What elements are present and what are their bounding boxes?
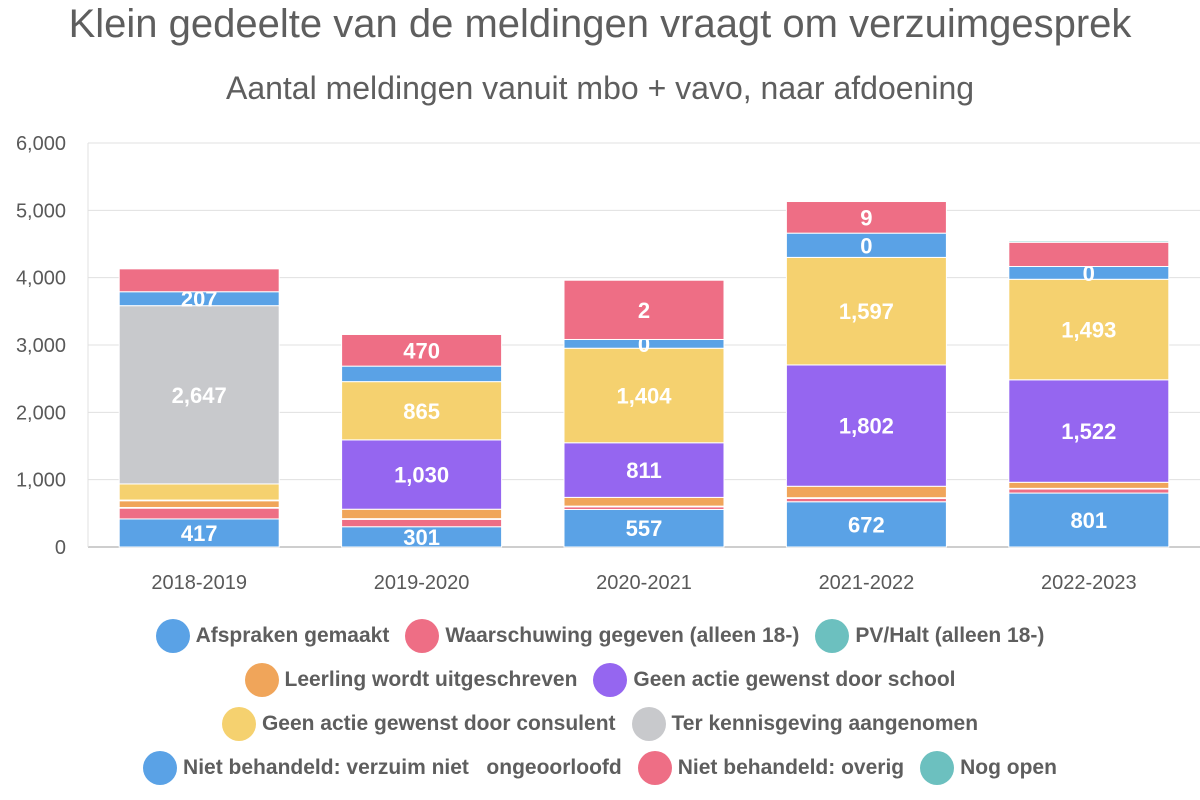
legend-label: Ter kennisgeving aangenomen (671, 712, 979, 735)
data-label: 1,404 (616, 384, 672, 409)
data-label: 2,647 (172, 383, 227, 408)
x-tick-label: 2021-2022 (819, 572, 915, 594)
y-tick-label: 0 (55, 537, 66, 559)
data-label: 1,802 (839, 414, 894, 439)
data-label: 1,493 (1061, 318, 1116, 343)
data-label: 865 (403, 399, 440, 424)
legend-item[interactable]: Waarschuwing gegeven (alleen 18-) (405, 619, 799, 653)
legend-swatch-icon (221, 707, 256, 741)
legend-item[interactable]: Leerling wordt uitgeschreven (244, 663, 578, 697)
data-label: 2 (638, 298, 650, 323)
data-label: 672 (848, 512, 885, 537)
legend-swatch-icon (637, 751, 672, 785)
legend-swatch-icon (631, 707, 666, 741)
legend-row: Geen actie gewenst door consulent Ter ke… (0, 702, 1200, 746)
bar-segment (1008, 492, 1170, 548)
y-tick-label: 3,000 (16, 335, 66, 357)
y-tick-label: 5,000 (16, 200, 66, 222)
legend-label: Niet behandeld: verzuim niet ongeoorloof… (183, 756, 622, 779)
bar-segment (563, 279, 725, 340)
x-tick-label: 2020-2021 (596, 572, 692, 594)
legend-item[interactable]: PV/Halt (alleen 18-) (815, 619, 1044, 653)
bar-segment (118, 305, 280, 485)
data-label: 0 (1083, 261, 1095, 286)
bar-segment (1008, 241, 1170, 267)
legend-label: Nog open (960, 756, 1057, 779)
legend-label: Waarschuwing gegeven (alleen 18-) (445, 624, 800, 647)
data-label: 417 (181, 521, 218, 546)
legend-item[interactable]: Afspraken gemaakt (155, 619, 390, 653)
bar-segment (341, 365, 503, 383)
bar-segment (1008, 488, 1170, 494)
x-tick-label: 2018-2019 (151, 572, 247, 594)
legend-swatch-icon (155, 619, 190, 653)
bar-segment (563, 508, 725, 548)
chart-subtitle: Aantal meldingen vanuit mbo + vavo, naar… (225, 70, 975, 106)
bar-segment (563, 347, 725, 444)
bar-segment (341, 508, 503, 520)
legend-label: Afspraken gemaakt (195, 624, 390, 647)
bar-segment (563, 496, 725, 507)
data-label: 1,522 (1061, 419, 1116, 444)
bar-segment (118, 518, 280, 548)
data-label: 557 (626, 516, 663, 541)
data-label: 1,030 (394, 463, 449, 488)
legend-row: Leerling wordt uitgeschreven Geen actie … (0, 658, 1200, 702)
chart-title: Klein gedeelte van de meldingen vraagt o… (68, 2, 1132, 46)
legend-row: Niet behandeld: verzuim niet ongeoorloof… (0, 746, 1200, 790)
y-tick-label: 1,000 (16, 470, 66, 492)
legend-item[interactable]: Geen actie gewenst door consulent (221, 707, 616, 741)
legend-label: PV/Halt (alleen 18-) (855, 624, 1045, 647)
bar-segment (785, 256, 947, 366)
bar-segment (1008, 481, 1170, 489)
legend-item[interactable]: Niet behandeld: verzuim niet ongeoorloof… (143, 751, 622, 785)
y-tick-label: 6,000 (16, 133, 66, 155)
stacked-bar-chart: 0 1,000 2,000 3,000 4,000 5,000 6,000 417 2,647 2… (16, 133, 1200, 594)
legend-swatch-icon (244, 663, 279, 697)
legend-swatch-icon (593, 663, 628, 697)
bar-segment (341, 518, 503, 528)
bar-segment (785, 497, 947, 503)
legend-label: Geen actie gewenst door consulent (261, 712, 616, 735)
bar-segment (341, 333, 503, 367)
data-label: 0 (860, 233, 872, 258)
bar-segment (1008, 240, 1170, 243)
data-label: 470 (403, 338, 440, 363)
legend-label: Niet behandeld: overig (677, 756, 905, 779)
chart-legend: Afspraken gemaakt Waarschuwing gegeven (… (0, 614, 1200, 790)
bar-segment (118, 268, 280, 293)
y-tick-label: 4,000 (16, 268, 66, 290)
legend-item[interactable]: Niet behandeld: overig (637, 751, 905, 785)
data-label: 801 (1070, 508, 1107, 533)
bar-segment (1008, 278, 1170, 381)
legend-row: Afspraken gemaakt Waarschuwing gegeven (… (0, 614, 1200, 658)
x-tick-label: 2022-2023 (1041, 572, 1137, 594)
legend-item[interactable]: Nog open (920, 751, 1057, 785)
legend-label: Geen actie gewenst door school (633, 668, 956, 691)
bar-segment (785, 201, 947, 234)
legend-swatch-icon (815, 619, 850, 653)
x-tick-label: 2019-2020 (374, 572, 470, 594)
legend-item[interactable]: Ter kennisgeving aangenomen (631, 707, 979, 741)
legend-swatch-icon (143, 751, 178, 785)
bar-segment (118, 507, 280, 520)
bar-segment (785, 501, 947, 548)
y-tick-label: 2,000 (16, 402, 66, 424)
data-label: 9 (860, 205, 872, 230)
legend-swatch-icon (405, 619, 440, 653)
legend-item[interactable]: Geen actie gewenst door school (593, 663, 955, 697)
bar-segment (785, 485, 947, 499)
bar-segment (1008, 379, 1170, 483)
bar-segment (341, 439, 503, 510)
data-label: 811 (626, 458, 662, 483)
data-label: 1,597 (839, 299, 894, 324)
legend-swatch-icon (920, 751, 955, 785)
bar-segment (563, 442, 725, 498)
data-label: 301 (403, 525, 440, 550)
bar-segment (118, 483, 280, 501)
bar-segment (118, 500, 280, 508)
legend-label: Leerling wordt uitgeschreven (284, 668, 578, 691)
